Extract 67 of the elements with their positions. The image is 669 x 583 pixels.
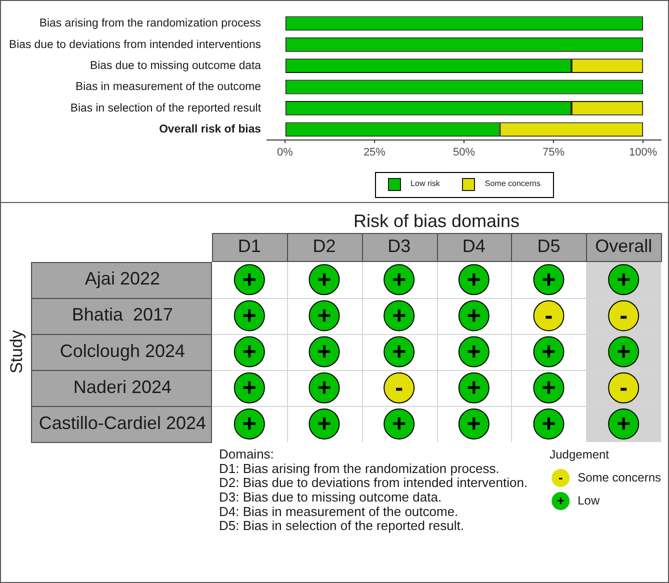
- text: +: [242, 266, 256, 294]
- text: +: [317, 302, 332, 330]
- text: +: [616, 266, 631, 294]
- x-tick-label: 25%: [363, 146, 386, 159]
- text: Low: [578, 493, 600, 508]
- text: +: [317, 266, 332, 294]
- text: D2: Bias due to deviations from intended intervention.: [219, 475, 528, 490]
- text: +: [392, 410, 406, 438]
- y-tick-label: Colclough 2024: [60, 340, 186, 361]
- y-tick-label: Naderi 2024: [73, 376, 172, 397]
- y-tick-label: Castillo-Cardiel 2024: [38, 412, 206, 433]
- text: -: [620, 374, 628, 402]
- text: D4: Bias in measurement of the outcome.: [219, 504, 458, 519]
- text: +: [242, 374, 256, 402]
- y-tick-label: Bias in selection of the reported result: [70, 102, 262, 114]
- text: -: [558, 470, 563, 486]
- text: -: [395, 374, 404, 402]
- text: +: [542, 374, 556, 402]
- text: D3: Bias due to missing outcome data.: [219, 489, 442, 504]
- legend-label: Low risk: [410, 179, 441, 188]
- text: +: [317, 410, 332, 438]
- text: +: [317, 374, 332, 402]
- text: +: [542, 266, 556, 294]
- y-tick-label: Overall risk of bias: [159, 124, 261, 136]
- text: +: [392, 338, 406, 366]
- text: D1: Bias arising from the randomization process.: [219, 460, 500, 476]
- legend-label: Some concerns: [484, 179, 540, 188]
- y-tick-label: Bias due to deviations from intended interventions: [8, 38, 262, 51]
- text: +: [466, 410, 481, 438]
- text: +: [466, 266, 481, 294]
- y-tick-label: Bhatia 2017: [72, 304, 174, 325]
- text: +: [466, 302, 481, 330]
- text: -: [544, 302, 553, 330]
- text: +: [242, 338, 256, 366]
- text: +: [616, 338, 631, 366]
- text: +: [392, 302, 406, 330]
- x-tick-label: 75%: [542, 146, 565, 159]
- text: +: [542, 338, 556, 366]
- x-tick-label: D4: [462, 236, 486, 256]
- text: +: [556, 493, 564, 508]
- text: +: [616, 410, 631, 438]
- y-tick-label: Bias arising from the randomization process: [39, 18, 262, 30]
- text: -: [620, 302, 628, 330]
- text: +: [317, 338, 332, 366]
- text: +: [242, 410, 256, 438]
- y-tick-label: Ajai 2022: [84, 268, 160, 289]
- text: Domains:: [219, 446, 274, 462]
- text: D5: Bias in selection of the reported result.: [219, 518, 464, 534]
- y-tick-label: Bias in measurement of the outcome: [75, 81, 261, 94]
- x-tick-label: 100%: [629, 146, 658, 159]
- color-bar-title: Judgement: [550, 447, 610, 462]
- x-tick-label: 0%: [276, 146, 294, 159]
- y-axis-title: Study: [6, 330, 26, 374]
- text: +: [392, 266, 406, 294]
- x-tick-label: 50%: [452, 146, 476, 159]
- chart-title: Risk of bias domains: [353, 210, 520, 231]
- text: +: [242, 302, 256, 330]
- x-tick-label: Overall: [595, 236, 652, 256]
- x-tick-label: D3: [388, 236, 411, 256]
- text: +: [542, 410, 556, 438]
- x-tick-label: D2: [312, 236, 336, 256]
- text: +: [466, 374, 481, 402]
- text: Some concerns: [578, 470, 661, 484]
- x-tick-label: D1: [238, 236, 261, 256]
- x-tick-label: D5: [537, 236, 560, 256]
- y-tick-label: Bias due to missing outcome data: [90, 60, 262, 72]
- text: +: [466, 338, 481, 366]
